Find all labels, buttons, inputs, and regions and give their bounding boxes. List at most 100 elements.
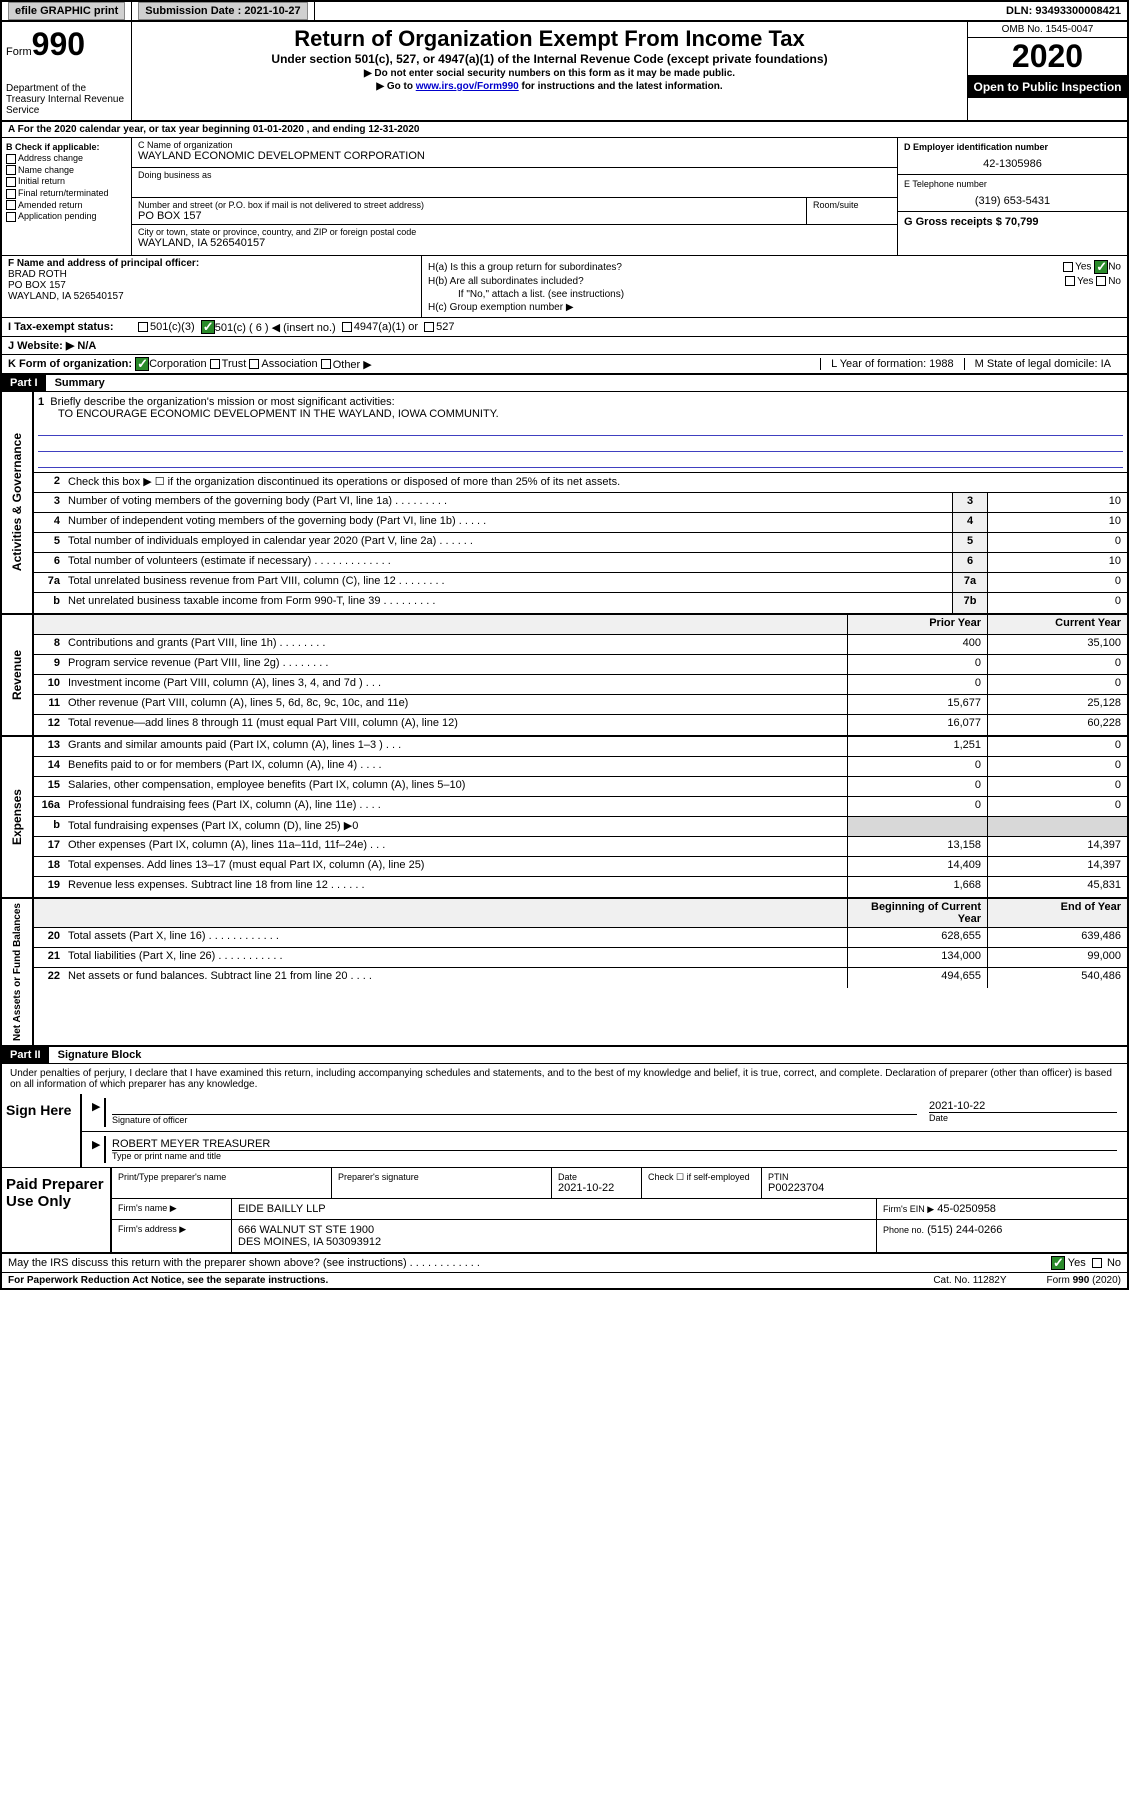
org-name: WAYLAND ECONOMIC DEVELOPMENT CORPORATION <box>138 150 891 162</box>
current-year-hdr: Current Year <box>987 615 1127 634</box>
year-formation: L Year of formation: 1988 <box>820 358 964 370</box>
gov-label: Activities & Governance <box>2 392 34 613</box>
line-9: 9 Program service revenue (Part VIII, li… <box>34 655 1127 675</box>
prior-year-hdr: Prior Year <box>847 615 987 634</box>
section-revenue: Revenue Prior YearCurrent Year 8 Contrib… <box>2 615 1127 737</box>
line-3: 3 Number of voting members of the govern… <box>34 493 1127 513</box>
part2-title: Signature Block <box>52 1047 148 1063</box>
chk-trust[interactable] <box>210 359 220 369</box>
chk-address[interactable]: Address change <box>6 153 127 164</box>
col-c: C Name of organization WAYLAND ECONOMIC … <box>132 138 897 255</box>
line-20: 20 Total assets (Part X, line 16) . . . … <box>34 928 1127 948</box>
firm-ein: 45-0250958 <box>937 1203 996 1215</box>
part1-header: Part I Summary <box>2 375 1127 392</box>
declaration-text: Under penalties of perjury, I declare th… <box>2 1064 1127 1094</box>
gross-receipts: G Gross receipts $ 70,799 <box>904 216 1039 228</box>
line-13: 13 Grants and similar amounts paid (Part… <box>34 737 1127 757</box>
chk-4947[interactable] <box>342 322 352 332</box>
line2: Check this box ▶ ☐ if the organization d… <box>64 473 1127 492</box>
chk-amended[interactable]: Amended return <box>6 200 127 211</box>
chk-pending[interactable]: Application pending <box>6 211 127 222</box>
mission-label: Briefly describe the organization's miss… <box>50 396 394 408</box>
form-label: Form <box>6 46 32 58</box>
city-row: City or town, state or province, country… <box>132 225 897 255</box>
top-bar: efile GRAPHIC print Submission Date : 20… <box>2 2 1127 22</box>
open-public: Open to Public Inspection <box>968 76 1127 98</box>
boy-hdr: Beginning of Current Year <box>847 899 987 927</box>
chk-corp-checked[interactable] <box>135 357 149 371</box>
discuss-no[interactable] <box>1092 1258 1102 1268</box>
row-a-period: A For the 2020 calendar year, or tax yea… <box>2 122 1127 138</box>
header-center: Return of Organization Exempt From Incom… <box>132 22 967 120</box>
tel-row: E Telephone number (319) 653-5431 <box>898 175 1127 212</box>
line-b: b Total fundraising expenses (Part IX, c… <box>34 817 1127 837</box>
state-domicile: M State of legal domicile: IA <box>964 358 1121 370</box>
part2-badge: Part II <box>2 1047 49 1063</box>
city-state-zip: WAYLAND, IA 526540157 <box>138 237 891 249</box>
firm-phone: (515) 244-0266 <box>927 1224 1002 1236</box>
line-7a: 7a Total unrelated business revenue from… <box>34 573 1127 593</box>
paid-preparer-block: Paid Preparer Use Only Print/Type prepar… <box>2 1168 1127 1254</box>
check-self[interactable]: Check ☐ if self-employed <box>642 1168 762 1198</box>
part1-badge: Part I <box>2 375 46 391</box>
form990-link[interactable]: www.irs.gov/Form990 <box>416 81 519 92</box>
discuss-row: May the IRS discuss this return with the… <box>2 1254 1127 1273</box>
paid-prep-label: Paid Preparer Use Only <box>2 1168 112 1252</box>
ha-no-checked[interactable] <box>1094 260 1108 274</box>
discuss-yes-checked[interactable] <box>1051 1256 1065 1270</box>
line-17: 17 Other expenses (Part IX, column (A), … <box>34 837 1127 857</box>
chk-final[interactable]: Final return/terminated <box>6 188 127 199</box>
sign-here-block: Sign Here ▶ Signature of officer 2021-10… <box>2 1094 1127 1168</box>
chk-501c-checked[interactable] <box>201 320 215 334</box>
submission-date: Submission Date : 2021-10-27 <box>132 2 314 20</box>
line-22: 22 Net assets or fund balances. Subtract… <box>34 968 1127 988</box>
chk-501c3[interactable] <box>138 322 148 332</box>
line-5: 5 Total number of individuals employed i… <box>34 533 1127 553</box>
efile-btn[interactable]: efile GRAPHIC print <box>8 2 125 20</box>
section-expenses: Expenses 13 Grants and similar amounts p… <box>2 737 1127 899</box>
chk-other[interactable] <box>321 359 331 369</box>
line-12: 12 Total revenue—add lines 8 through 11 … <box>34 715 1127 735</box>
rev-label: Revenue <box>2 615 34 735</box>
eoy-hdr: End of Year <box>987 899 1127 927</box>
chk-name[interactable]: Name change <box>6 165 127 176</box>
chk-527[interactable] <box>424 322 434 332</box>
block-bcd: B Check if applicable: Address change Na… <box>2 138 1127 256</box>
section-governance: Activities & Governance 1 Briefly descri… <box>2 392 1127 615</box>
org-name-row: C Name of organization WAYLAND ECONOMIC … <box>132 138 897 168</box>
col-b-title: B Check if applicable: <box>6 142 100 152</box>
chk-initial[interactable]: Initial return <box>6 176 127 187</box>
form-title: Return of Organization Exempt From Incom… <box>140 26 959 52</box>
hb-row: H(b) Are all subordinates included? Yes … <box>428 276 1121 287</box>
line-10: 10 Investment income (Part VIII, column … <box>34 675 1127 695</box>
ha-yes[interactable] <box>1063 262 1073 272</box>
na-label: Net Assets or Fund Balances <box>2 899 34 1045</box>
officer-typed: ROBERT MEYER TREASURER <box>112 1138 270 1150</box>
header-right: OMB No. 1545-0047 2020 Open to Public In… <box>967 22 1127 120</box>
note-link: ▶ Go to www.irs.gov/Form990 for instruct… <box>140 81 959 92</box>
sig-date-label: Date <box>929 1112 1117 1123</box>
ein-row: D Employer identification number 42-1305… <box>898 138 1127 175</box>
sig-officer-label: Signature of officer <box>112 1114 917 1125</box>
row-i-tax-status: I Tax-exempt status: 501(c)(3) 501(c) ( … <box>2 318 1127 337</box>
officer-name: BRAD ROTH <box>8 269 67 280</box>
addr-row: Number and street (or P.O. box if mail i… <box>132 198 897 225</box>
room-suite: Room/suite <box>807 198 897 224</box>
line-11: 11 Other revenue (Part VIII, column (A),… <box>34 695 1127 715</box>
ptin: P00223704 <box>768 1182 824 1194</box>
chk-assoc[interactable] <box>249 359 259 369</box>
firm-name: EIDE BAILLY LLP <box>232 1199 877 1219</box>
street-addr: PO BOX 157 <box>138 210 800 222</box>
hb-no[interactable] <box>1096 276 1106 286</box>
hb-yes[interactable] <box>1065 276 1075 286</box>
col-h: H(a) Is this a group return for subordin… <box>422 256 1127 317</box>
section-net-assets: Net Assets or Fund Balances Beginning of… <box>2 899 1127 1047</box>
col-d: D Employer identification number 42-1305… <box>897 138 1127 255</box>
form-ref: Form 990 (2020) <box>1047 1275 1121 1286</box>
hc-row: H(c) Group exemption number ▶ <box>428 302 1121 313</box>
dln: DLN: 93493300008421 <box>1000 2 1127 20</box>
row-klm: K Form of organization: Corporation Trus… <box>2 355 1127 375</box>
line-15: 15 Salaries, other compensation, employe… <box>34 777 1127 797</box>
dept-label: Department of the Treasury Internal Reve… <box>6 83 127 116</box>
line-21: 21 Total liabilities (Part X, line 26) .… <box>34 948 1127 968</box>
